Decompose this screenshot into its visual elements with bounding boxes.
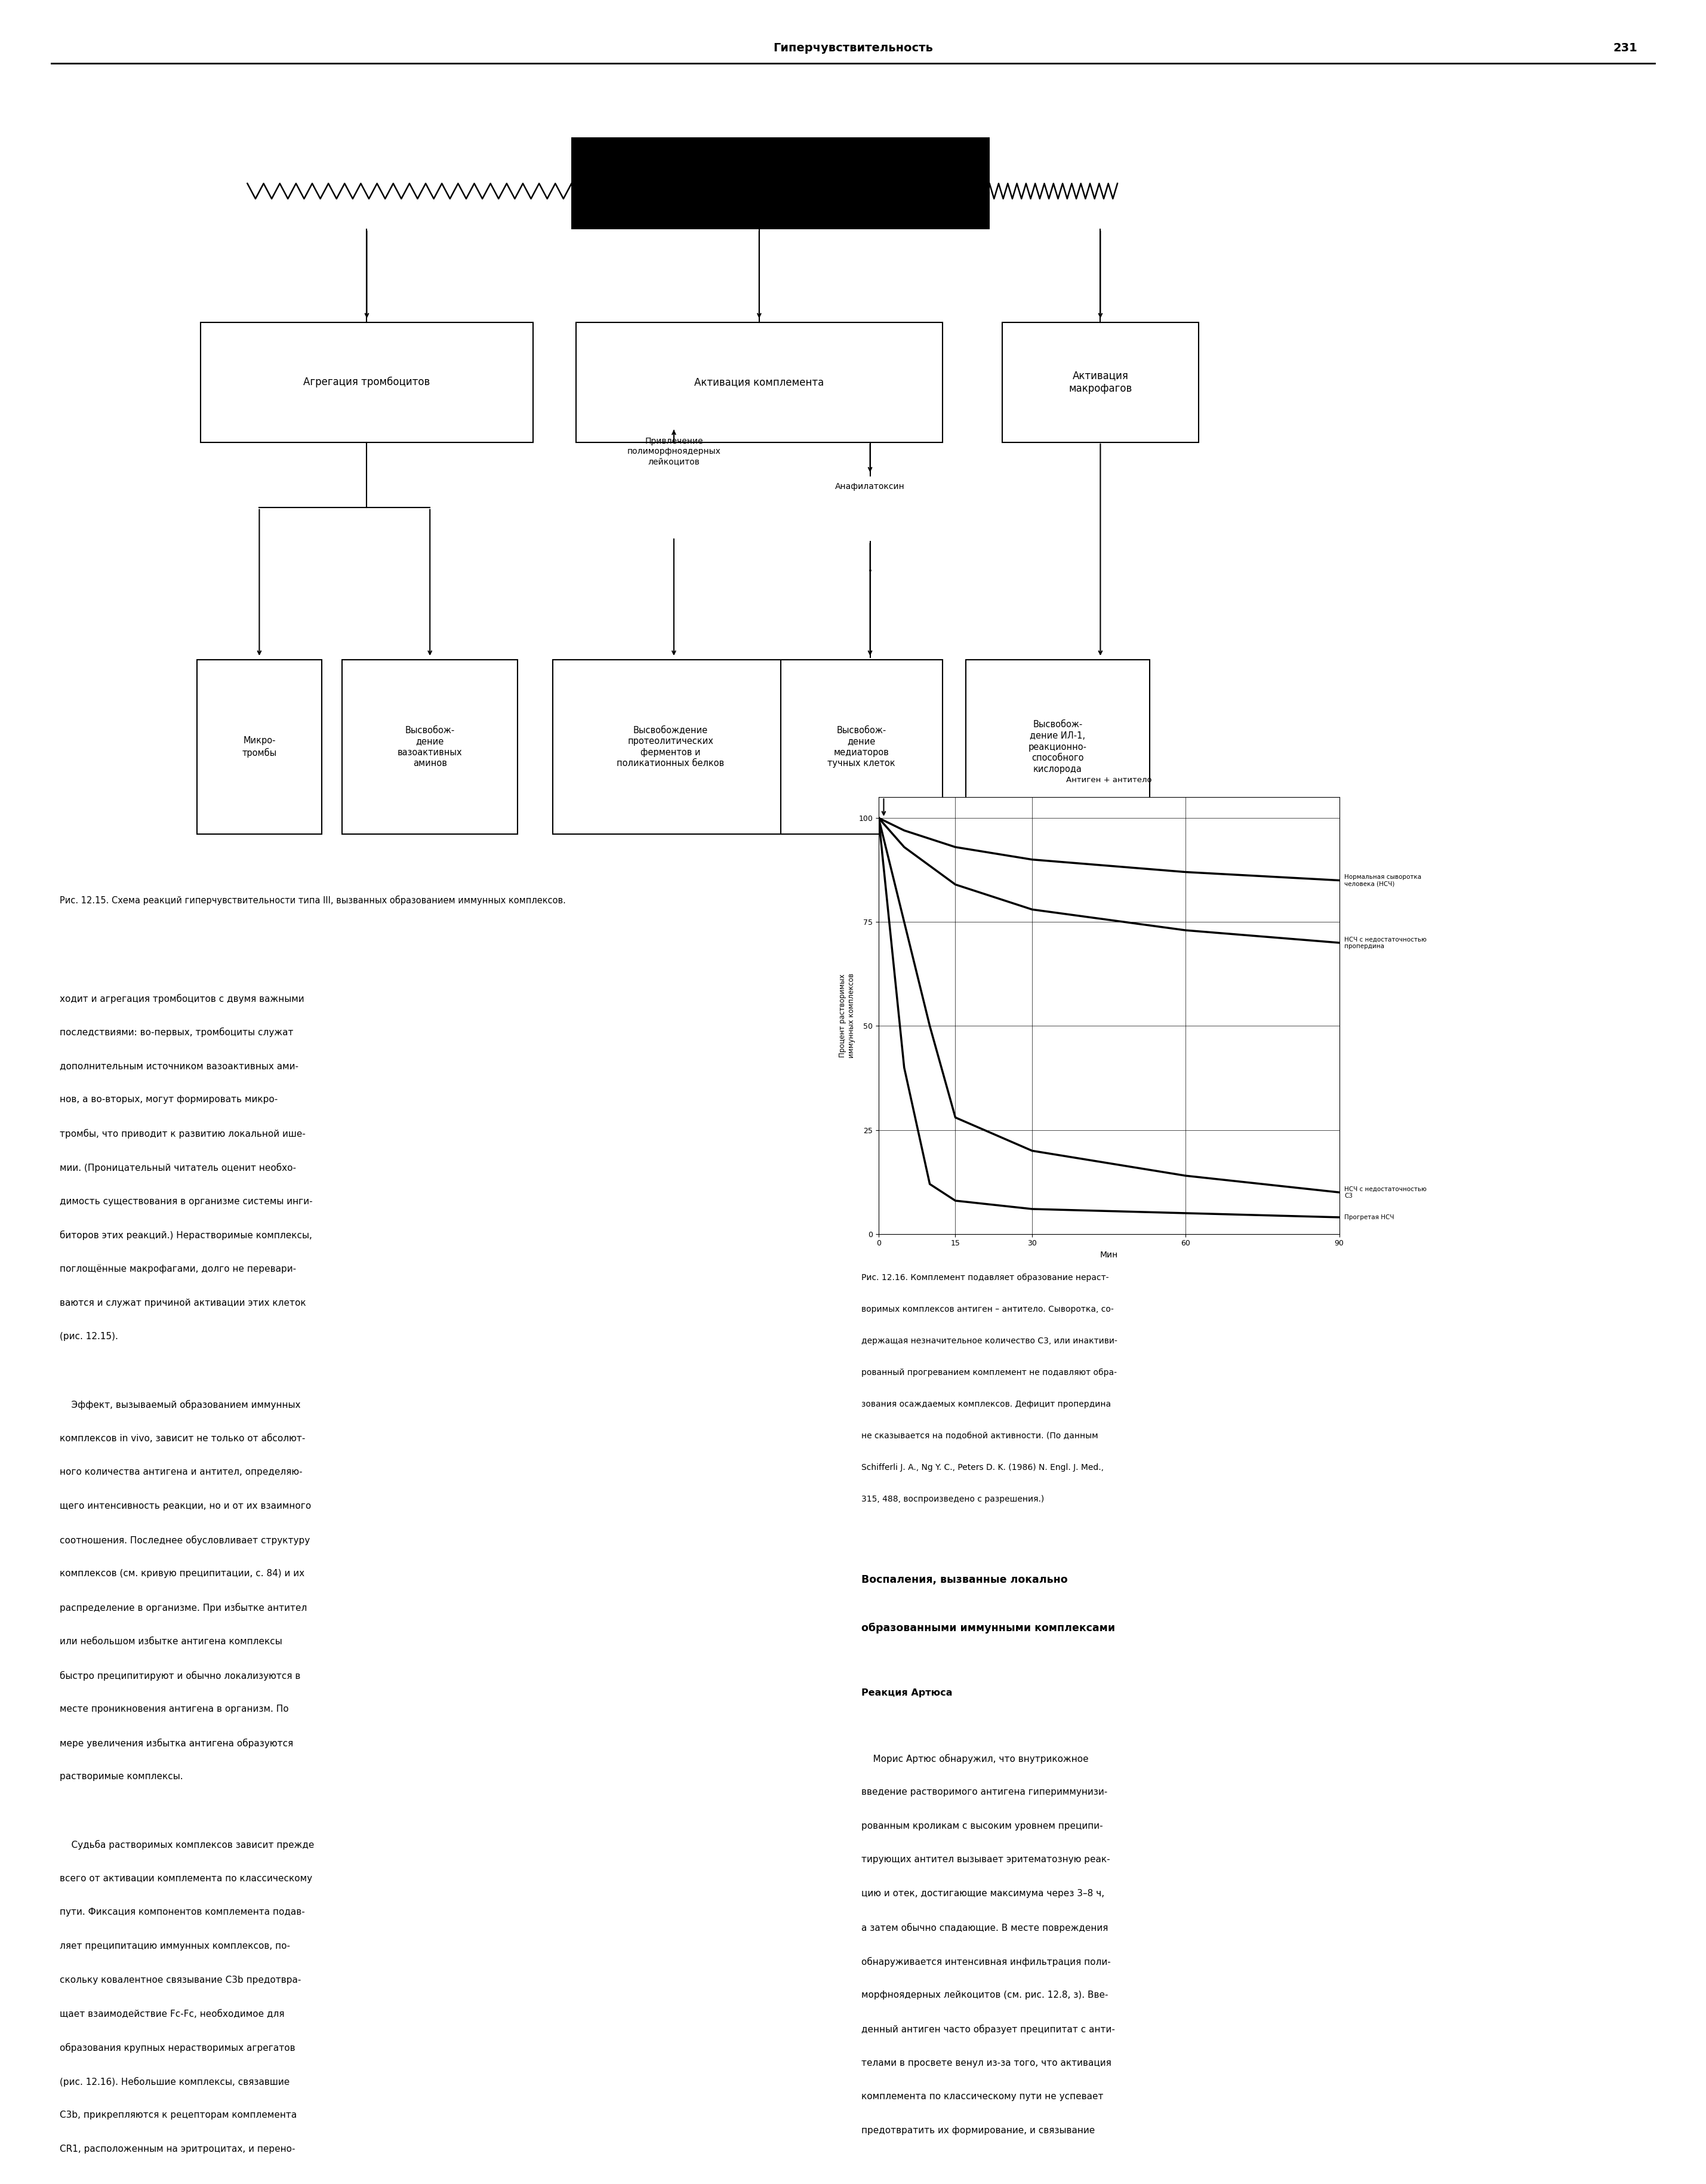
Text: рованным кроликам с высоким уровнем преципи-: рованным кроликам с высоким уровнем прец…: [862, 1821, 1104, 1830]
Text: или небольшом избытке антигена комплексы: или небольшом избытке антигена комплексы: [60, 1638, 281, 1647]
Text: Морис Артюс обнаружил, что внутрикожное: Морис Артюс обнаружил, что внутрикожное: [862, 1754, 1088, 1762]
Text: НСЧ с недостаточностью
С3: НСЧ с недостаточностью С3: [1344, 1186, 1426, 1199]
Bar: [341, 660, 519, 834]
Text: воримых комплексов антиген – антитело. Сыворотка, со-: воримых комплексов антиген – антитело. С…: [862, 1306, 1114, 1313]
Text: димость существования в организме системы инги-: димость существования в организме систем…: [60, 1197, 312, 1206]
Text: рованный прогреванием комплемент не подавляют обра-: рованный прогреванием комплемент не пода…: [862, 1367, 1117, 1376]
Text: дополнительным источником вазоактивных ами-: дополнительным источником вазоактивных а…: [60, 1061, 299, 1070]
Text: Высвобож-
дение ИЛ-1,
реакционно-
способного
кислорода: Высвобож- дение ИЛ-1, реакционно- способ…: [1029, 721, 1087, 773]
Text: телами в просвете венул из-за того, что активация: телами в просвете венул из-за того, что …: [862, 2057, 1112, 2068]
Text: предотвратить их формирование, и связывание: предотвратить их формирование, и связыва…: [862, 2127, 1095, 2136]
Text: Нормальная сыворотка
человека (НСЧ): Нормальная сыворотка человека (НСЧ): [1344, 874, 1421, 887]
Text: Высвобождение
протеолитических
ферментов и
поликатионных белков: Высвобождение протеолитических ферментов…: [616, 725, 725, 769]
Text: обнаруживается интенсивная инфильтрация поли-: обнаруживается интенсивная инфильтрация …: [862, 1957, 1111, 1966]
Text: щего интенсивность реакции, но и от их взаимного: щего интенсивность реакции, но и от их в…: [60, 1503, 310, 1511]
Text: Активация
макрофагов: Активация макрофагов: [1068, 371, 1133, 393]
Text: 231: 231: [1614, 41, 1638, 55]
Text: Высвобож-
дение
вазоактивных
аминов: Высвобож- дение вазоактивных аминов: [397, 725, 462, 769]
Text: Гиперчувствительность: Гиперчувствительность: [773, 41, 933, 55]
Text: ляет преципитацию иммунных комплексов, по-: ляет преципитацию иммунных комплексов, п…: [60, 1942, 290, 1950]
Text: ного количества антигена и антител, определяю-: ного количества антигена и антител, опре…: [60, 1468, 302, 1476]
Text: ваются и служат причиной активации этих клеток: ваются и служат причиной активации этих …: [60, 1297, 305, 1308]
Text: комплемента по классическому пути не успевает: комплемента по классическому пути не усп…: [862, 2092, 1104, 2101]
Text: ходит и агрегация тромбоцитов с двумя важными: ходит и агрегация тромбоцитов с двумя ва…: [60, 994, 304, 1002]
Y-axis label: Процент растворимых
иммунных комплексов: Процент растворимых иммунных комплексов: [839, 974, 855, 1057]
Text: Активация комплемента: Активация комплемента: [694, 378, 824, 387]
Text: Воспаления, вызванные локально: Воспаления, вызванные локально: [862, 1575, 1068, 1586]
Text: С3b, прикрепляются к рецепторам комплемента: С3b, прикрепляются к рецепторам комплеме…: [60, 2110, 297, 2121]
Title: Антиген + антитело: Антиген + антитело: [1066, 775, 1152, 784]
Text: Прогретая НСЧ: Прогретая НСЧ: [1344, 1214, 1394, 1221]
Text: Привлечение
полиморфноядерных
лейкоцитов: Привлечение полиморфноядерных лейкоцитов: [628, 437, 720, 465]
Text: распределение в организме. При избытке антител: распределение в организме. При избытке а…: [60, 1603, 307, 1612]
Text: Эффект, вызываемый образованием иммунных: Эффект, вызываемый образованием иммунных: [60, 1400, 300, 1409]
Text: не сказывается на подобной активности. (По данным: не сказывается на подобной активности. (…: [862, 1433, 1099, 1439]
Text: Schifferli J. A., Ng Y. C., Peters D. K. (1986) N. Engl. J. Med.,: Schifferli J. A., Ng Y. C., Peters D. K.…: [862, 1463, 1104, 1472]
Text: растворимые комплексы.: растворимые комплексы.: [60, 1773, 183, 1782]
Text: скольку ковалентное связывание С3b предотвра-: скольку ковалентное связывание С3b предо…: [60, 1977, 300, 1985]
Text: Анафилатоксин: Анафилатоксин: [836, 483, 904, 491]
Text: Агрегация тромбоцитов: Агрегация тромбоцитов: [304, 378, 430, 387]
Text: а затем обычно спадающие. В месте повреждения: а затем обычно спадающие. В месте повреж…: [862, 1924, 1109, 1933]
Text: 315, 488, воспроизведено с разрешения.): 315, 488, воспроизведено с разрешения.): [862, 1496, 1044, 1503]
Text: Рис. 12.15. Схема реакций гиперчувствительности типа III, вызванных образованием: Рис. 12.15. Схема реакций гиперчувствите…: [60, 895, 566, 904]
Text: введение растворимого антигена гипериммунизи-: введение растворимого антигена гиперимму…: [862, 1787, 1107, 1797]
Text: щает взаимодействие Fc-Fc, необходимое для: щает взаимодействие Fc-Fc, необходимое д…: [60, 2009, 285, 2018]
Text: тромбы, что приводит к развитию локальной ише-: тромбы, что приводит к развитию локально…: [60, 1129, 305, 1138]
Text: комплексов (см. кривую преципитации, с. 84) и их: комплексов (см. кривую преципитации, с. …: [60, 1570, 305, 1579]
Text: образованными иммунными комплексами: образованными иммунными комплексами: [862, 1623, 1116, 1634]
X-axis label: Мин: Мин: [1100, 1251, 1117, 1260]
Text: мии. (Проницательный читатель оценит необхо-: мии. (Проницательный читатель оценит нео…: [60, 1164, 297, 1173]
Text: мере увеличения избытка антигена образуются: мере увеличения избытка антигена образую…: [60, 1738, 293, 1747]
Text: морфноядерных лейкоцитов (см. рис. 12.8, з). Вве-: морфноядерных лейкоцитов (см. рис. 12.8,…: [862, 1992, 1109, 2001]
Text: держащая незначительное количество С3, или инактиви-: держащая незначительное количество С3, и…: [862, 1337, 1117, 1345]
Bar: [201, 321, 532, 441]
Text: всего от активации комплемента по классическому: всего от активации комплемента по класси…: [60, 1874, 312, 1883]
Bar: [575, 321, 942, 441]
Text: месте проникновения антигена в организм. По: месте проникновения антигена в организм.…: [60, 1706, 288, 1714]
Text: НСЧ с недостаточностью
пропердина: НСЧ с недостаточностью пропердина: [1344, 937, 1426, 950]
Text: нов, а во-вторых, могут формировать микро-: нов, а во-вторых, могут формировать микр…: [60, 1096, 278, 1105]
Bar: [572, 138, 989, 229]
Bar: [553, 660, 788, 834]
Text: Высвобож-
дение
медиаторов
тучных клеток: Высвобож- дение медиаторов тучных клеток: [827, 725, 896, 769]
Text: образования крупных нерастворимых агрегатов: образования крупных нерастворимых агрега…: [60, 2044, 295, 2053]
Text: Реакция Артюса: Реакция Артюса: [862, 1688, 952, 1697]
Text: биторов этих реакций.) Нерастворимые комплексы,: биторов этих реакций.) Нерастворимые ком…: [60, 1232, 312, 1241]
Bar: [196, 660, 321, 834]
Text: комплексов in vivo, зависит не только от абсолют-: комплексов in vivo, зависит не только от…: [60, 1435, 305, 1444]
Text: поглощённые макрофагами, долго не перевари-: поглощённые макрофагами, долго не перева…: [60, 1265, 297, 1273]
Text: денный антиген часто образует преципитат с анти-: денный антиген часто образует преципитат…: [862, 2025, 1116, 2033]
Text: Рис. 12.16. Комплемент подавляет образование нераст-: Рис. 12.16. Комплемент подавляет образов…: [862, 1273, 1109, 1282]
Text: быстро преципитируют и обычно локализуются в: быстро преципитируют и обычно локализуют…: [60, 1671, 300, 1679]
Text: (рис. 12.15).: (рис. 12.15).: [60, 1332, 118, 1341]
Text: цию и отек, достигающие максимума через 3–8 ч,: цию и отек, достигающие максимума через …: [862, 1889, 1104, 1898]
Text: Судьба растворимых комплексов зависит прежде: Судьба растворимых комплексов зависит пр…: [60, 1841, 314, 1850]
Bar: [781, 660, 942, 834]
Text: зования осаждаемых комплексов. Дефицит пропердина: зования осаждаемых комплексов. Дефицит п…: [862, 1400, 1111, 1409]
Text: пути. Фиксация компонентов комплемента подав-: пути. Фиксация компонентов комплемента п…: [60, 1909, 305, 1918]
Bar: [1003, 321, 1198, 441]
Bar: [966, 660, 1150, 834]
Text: тирующих антител вызывает эритематозную реак-: тирующих антител вызывает эритематозную …: [862, 1856, 1111, 1865]
Text: CR1, расположенным на эритроцитах, и перено-: CR1, расположенным на эритроцитах, и пер…: [60, 2145, 295, 2153]
Text: Микро-
тромбы: Микро- тромбы: [242, 736, 276, 758]
Text: соотношения. Последнее обусловливает структуру: соотношения. Последнее обусловливает стр…: [60, 1535, 310, 1544]
Text: последствиями: во-первых, тромбоциты служат: последствиями: во-первых, тромбоциты слу…: [60, 1029, 293, 1037]
Text: (рис. 12.16). Небольшие комплексы, связавшие: (рис. 12.16). Небольшие комплексы, связа…: [60, 2077, 290, 2086]
